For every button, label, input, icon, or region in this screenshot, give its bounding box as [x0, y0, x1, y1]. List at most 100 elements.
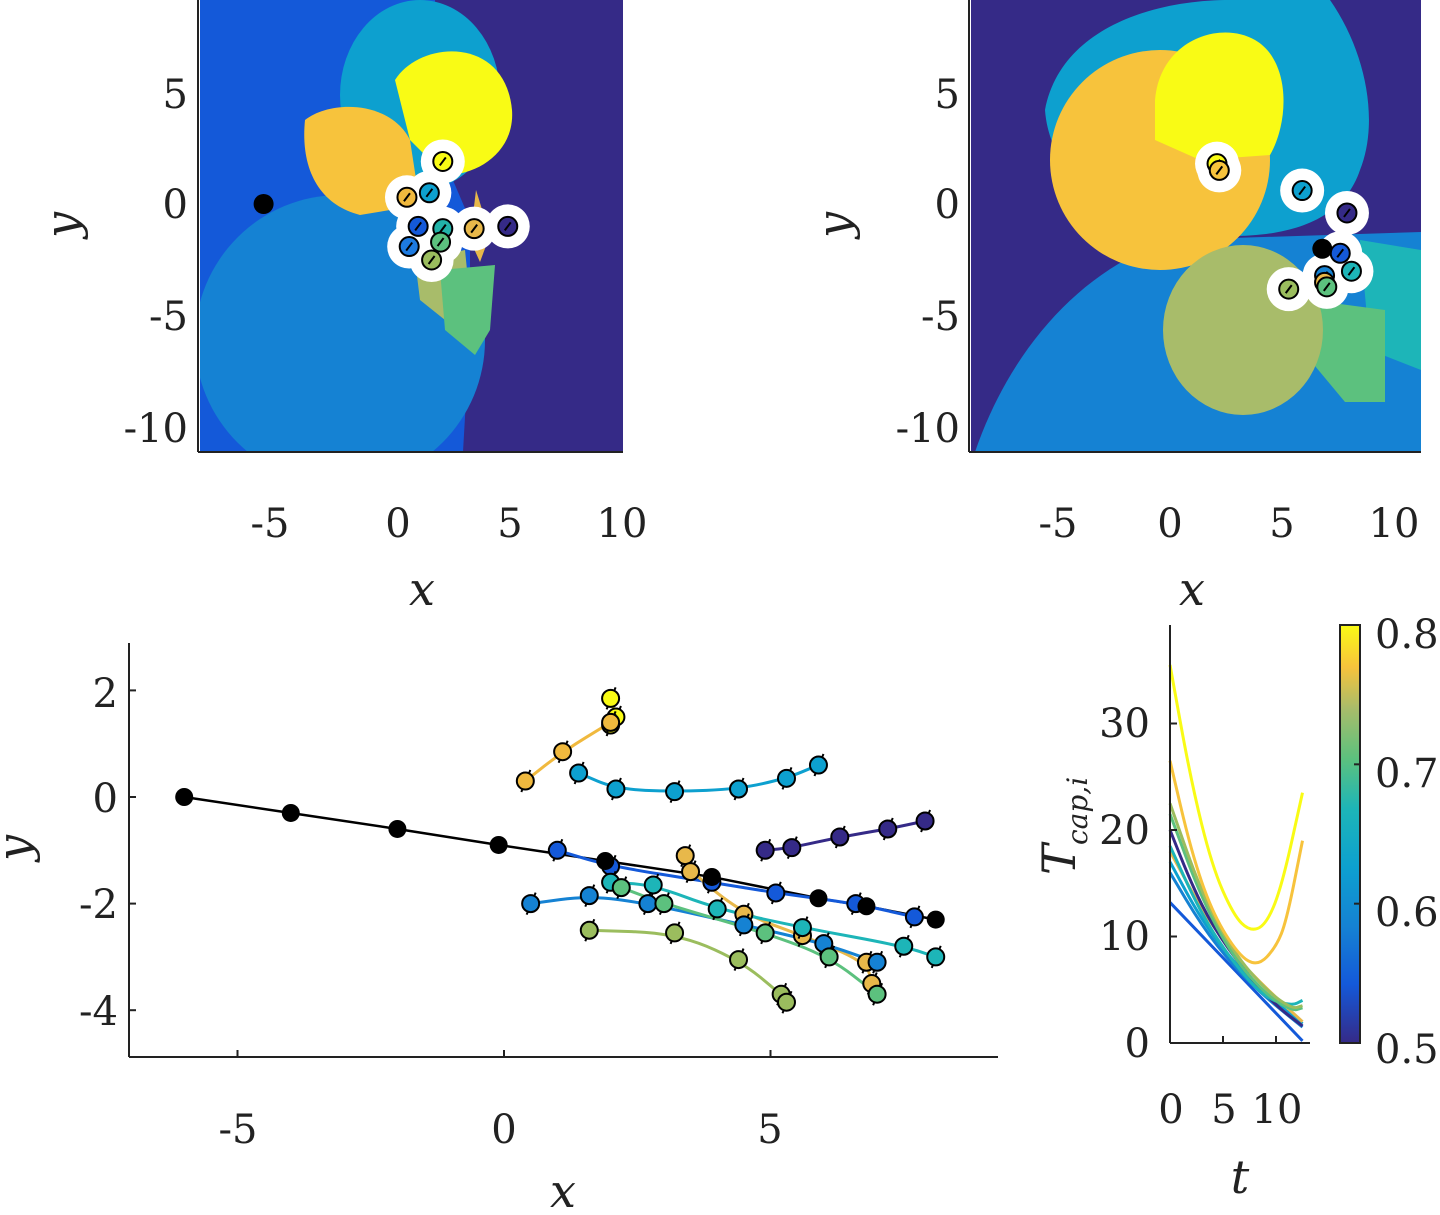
- pursuer-heading: [425, 188, 434, 198]
- cb-tick-0: 0.8: [1375, 612, 1439, 658]
- pursuer-point: [611, 878, 631, 898]
- tl-xtick-0: -5: [251, 501, 290, 547]
- top-right-axes: [968, 0, 1421, 453]
- tl-ytick-2: -5: [149, 294, 188, 340]
- evader-point: [175, 788, 194, 806]
- evader-point: [596, 851, 615, 870]
- bl-ytick-0: 2: [93, 671, 118, 717]
- br-ytick-0: 30: [1099, 701, 1150, 747]
- pursuer-point: [675, 846, 695, 866]
- region-yellow: [1155, 32, 1284, 160]
- bl-xtick-2: 5: [757, 1107, 782, 1153]
- pursuer-point: [766, 883, 786, 903]
- pursuer-heading: [403, 192, 411, 202]
- pursuer-heading: [1284, 284, 1293, 294]
- tr-ytick-2: -5: [921, 294, 960, 340]
- tl-ytick-1: 0: [163, 182, 188, 228]
- bl-xlabel: x: [550, 1164, 576, 1215]
- pursuer-heading: [427, 255, 436, 265]
- tr-ylabel: y: [807, 211, 861, 240]
- pursuer-heading: [1347, 266, 1356, 276]
- tl-ylabel: y: [35, 211, 89, 240]
- capture-time-panel: 0 5 10 30 20 10 0 t T cap,i: [1032, 625, 1310, 1204]
- capture-time-curve: [1168, 901, 1304, 1042]
- top-left-panel: -5 0 5 10 5 0 -5 -10 x y: [35, 0, 647, 616]
- evader-point: [702, 867, 721, 886]
- colorbar-gradient: [1339, 624, 1361, 1044]
- evader-marker: [1312, 238, 1333, 259]
- br-ytick-3: 0: [1125, 1021, 1150, 1067]
- br-ylabel-sub: cap,i: [1061, 777, 1094, 845]
- colorbar: 0.8 0.7 0.6 0.5: [1339, 612, 1439, 1073]
- cb-tick-2: 0.6: [1375, 890, 1439, 936]
- pursuer-point: [819, 947, 839, 967]
- pursuer-heading: [414, 221, 422, 231]
- capture-time-curve: [1168, 664, 1304, 931]
- pursuer-point: [867, 984, 887, 1004]
- tr-xtick-0: -5: [1039, 501, 1078, 547]
- bl-ytick-2: -2: [79, 882, 118, 928]
- capture-time-curve: [1168, 760, 1304, 965]
- pursuer-heading: [436, 237, 445, 247]
- evader-point: [281, 803, 300, 822]
- tl-ytick-3: -10: [124, 406, 188, 452]
- tr-xlabel: x: [1179, 562, 1205, 616]
- evader-point: [809, 889, 828, 908]
- br-xtick-1: 5: [1211, 1087, 1236, 1133]
- br-ylabel-main: T: [1032, 841, 1086, 875]
- pursuer-heading: [438, 224, 447, 234]
- pursuer-point: [681, 862, 701, 882]
- pursuer-point: [643, 875, 663, 895]
- trajectory-axes: [128, 643, 998, 1058]
- pursuer-point: [601, 712, 621, 732]
- pursuer-point: [521, 894, 541, 914]
- pursuer-point: [729, 950, 749, 970]
- tl-xtick-1: 0: [385, 501, 410, 547]
- trajectory-panel: -5 0 5 2 0 -2 -4 x y: [0, 643, 998, 1215]
- pursuer-point: [926, 947, 946, 967]
- bl-xtick-0: -5: [219, 1107, 258, 1153]
- trajectory-markers: [175, 687, 946, 1014]
- pursuer-heading: [470, 224, 478, 234]
- evader-point: [388, 819, 407, 838]
- tr-xtick-3: 10: [1369, 501, 1420, 547]
- evader-point: [857, 897, 876, 916]
- pursuer-point: [867, 952, 887, 972]
- bl-ylabel: y: [0, 834, 41, 863]
- pursuer-heading: [405, 241, 414, 252]
- pursuer-heading: [438, 156, 447, 167]
- tl-xtick-2: 5: [497, 501, 522, 547]
- pursuer-point: [729, 779, 749, 799]
- pursuer-point: [792, 918, 812, 938]
- capture-time-ticks: [1169, 722, 1277, 1044]
- br-ytick-2: 10: [1099, 914, 1150, 960]
- capture-time-axes: [1169, 625, 1310, 1044]
- tr-ytick-3: -10: [896, 406, 960, 452]
- pursuer-point: [553, 742, 573, 762]
- bl-ytick-1: 0: [93, 776, 118, 822]
- pursuer-heading: [1343, 208, 1351, 218]
- tr-xtick-2: 5: [1269, 501, 1294, 547]
- pursuer-point: [904, 907, 924, 927]
- bl-xtick-1: 0: [491, 1107, 516, 1153]
- evader-point: [926, 910, 945, 929]
- br-xtick-2: 10: [1252, 1087, 1303, 1133]
- pursuer-point: [894, 936, 914, 956]
- pursuer-heading: [1336, 248, 1345, 258]
- pursuer-point: [515, 771, 535, 791]
- pursuer-point: [776, 768, 796, 788]
- br-ytick-1: 20: [1099, 808, 1150, 854]
- pursuer-heading: [1215, 165, 1224, 175]
- pursuer-point: [755, 840, 775, 860]
- cb-tick-3: 0.5: [1375, 1027, 1439, 1073]
- pursuer-point: [808, 755, 828, 775]
- capture-time-lines: [1168, 664, 1304, 1042]
- region-green: [440, 265, 495, 355]
- pursuer-point: [547, 840, 567, 860]
- top-left-axes: [197, 0, 623, 453]
- tl-xlabel: x: [409, 562, 435, 616]
- pursuer-heading: [1323, 282, 1331, 292]
- tr-xtick-1: 0: [1157, 501, 1182, 547]
- bl-ytick-3: -4: [79, 989, 118, 1035]
